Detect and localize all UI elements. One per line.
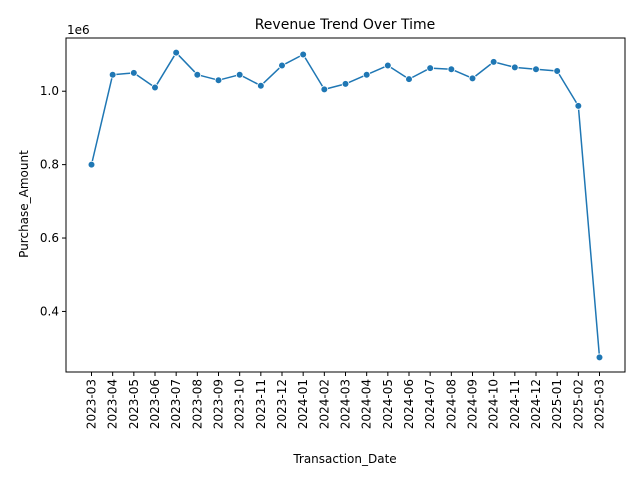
x-tick-label: 2024-07 (423, 379, 437, 429)
data-point (362, 70, 371, 79)
x-tick-label: 2024-03 (339, 379, 353, 429)
data-point (553, 67, 561, 75)
data-point (130, 69, 138, 77)
data-point (574, 102, 583, 110)
x-tick-label: 2023-09 (212, 379, 226, 429)
data-point (299, 50, 307, 59)
chart-title: Revenue Trend Over Time (255, 17, 436, 33)
x-tick-label: 2023-12 (275, 379, 289, 429)
plot-content (87, 48, 604, 362)
data-point (193, 70, 202, 79)
y-axis-label: Purchase_Amount (17, 150, 31, 258)
x-tick-label: 2024-01 (296, 379, 310, 429)
x-tick-label: 2023-04 (106, 379, 120, 429)
data-point (172, 48, 180, 57)
data-point (320, 85, 329, 94)
x-tick-label: 2024-04 (360, 379, 374, 429)
data-point (595, 353, 604, 362)
data-point (468, 74, 477, 83)
data-point (511, 63, 519, 72)
x-tick-label: 2024-02 (317, 379, 331, 429)
x-tick-label: 2025-01 (550, 379, 564, 429)
y-tick-label: 0.4 (40, 304, 59, 318)
x-tick-label: 2024-06 (402, 379, 416, 429)
x-tick-label: 2023-10 (233, 379, 247, 429)
x-tick-label: 2023-07 (169, 379, 183, 429)
x-tick-label: 2025-02 (571, 379, 585, 429)
y-axis-ticks: 0.4 0.6 0.8 1.0 (40, 84, 66, 318)
y-tick-label: 0.6 (40, 231, 59, 245)
x-tick-label: 2023-06 (148, 379, 162, 429)
data-point (426, 64, 434, 72)
x-tick-label: 2023-11 (254, 379, 268, 429)
x-tick-label: 2023-03 (85, 379, 99, 429)
data-point (341, 80, 350, 88)
y-tick-label: 1.0 (40, 84, 59, 98)
x-tick-label: 2024-08 (444, 379, 458, 429)
x-tick-label: 2023-05 (127, 379, 141, 429)
x-tick-label: 2024-09 (466, 379, 480, 429)
x-tick-label: 2024-10 (487, 379, 501, 429)
x-tick-label: 2023-08 (190, 379, 204, 429)
x-tick-label: 2025-03 (593, 379, 607, 429)
x-tick-label: 2024-05 (381, 379, 395, 429)
x-axis-label: Transaction_Date (292, 452, 396, 466)
x-axis-ticks: 2023-03 2023-04 2023-05 2023-06 2023-07 2023-… (85, 372, 607, 429)
y-tick-label: 0.8 (40, 158, 59, 172)
series-line (90, 51, 601, 358)
data-point (257, 81, 265, 90)
data-point (384, 61, 392, 70)
data-point (108, 70, 117, 79)
data-point (489, 58, 498, 66)
plot-frame (65, 37, 626, 373)
data-point (87, 160, 96, 169)
data-point (278, 61, 286, 70)
data-point (235, 70, 244, 79)
data-point (214, 76, 223, 85)
data-point (532, 65, 540, 73)
data-point (151, 83, 159, 92)
x-tick-label: 2024-12 (529, 379, 543, 429)
data-point (447, 65, 456, 73)
x-tick-label: 2024-11 (508, 379, 522, 429)
data-point (405, 75, 413, 83)
y-axis-offset-label: 1e6 (67, 23, 90, 37)
